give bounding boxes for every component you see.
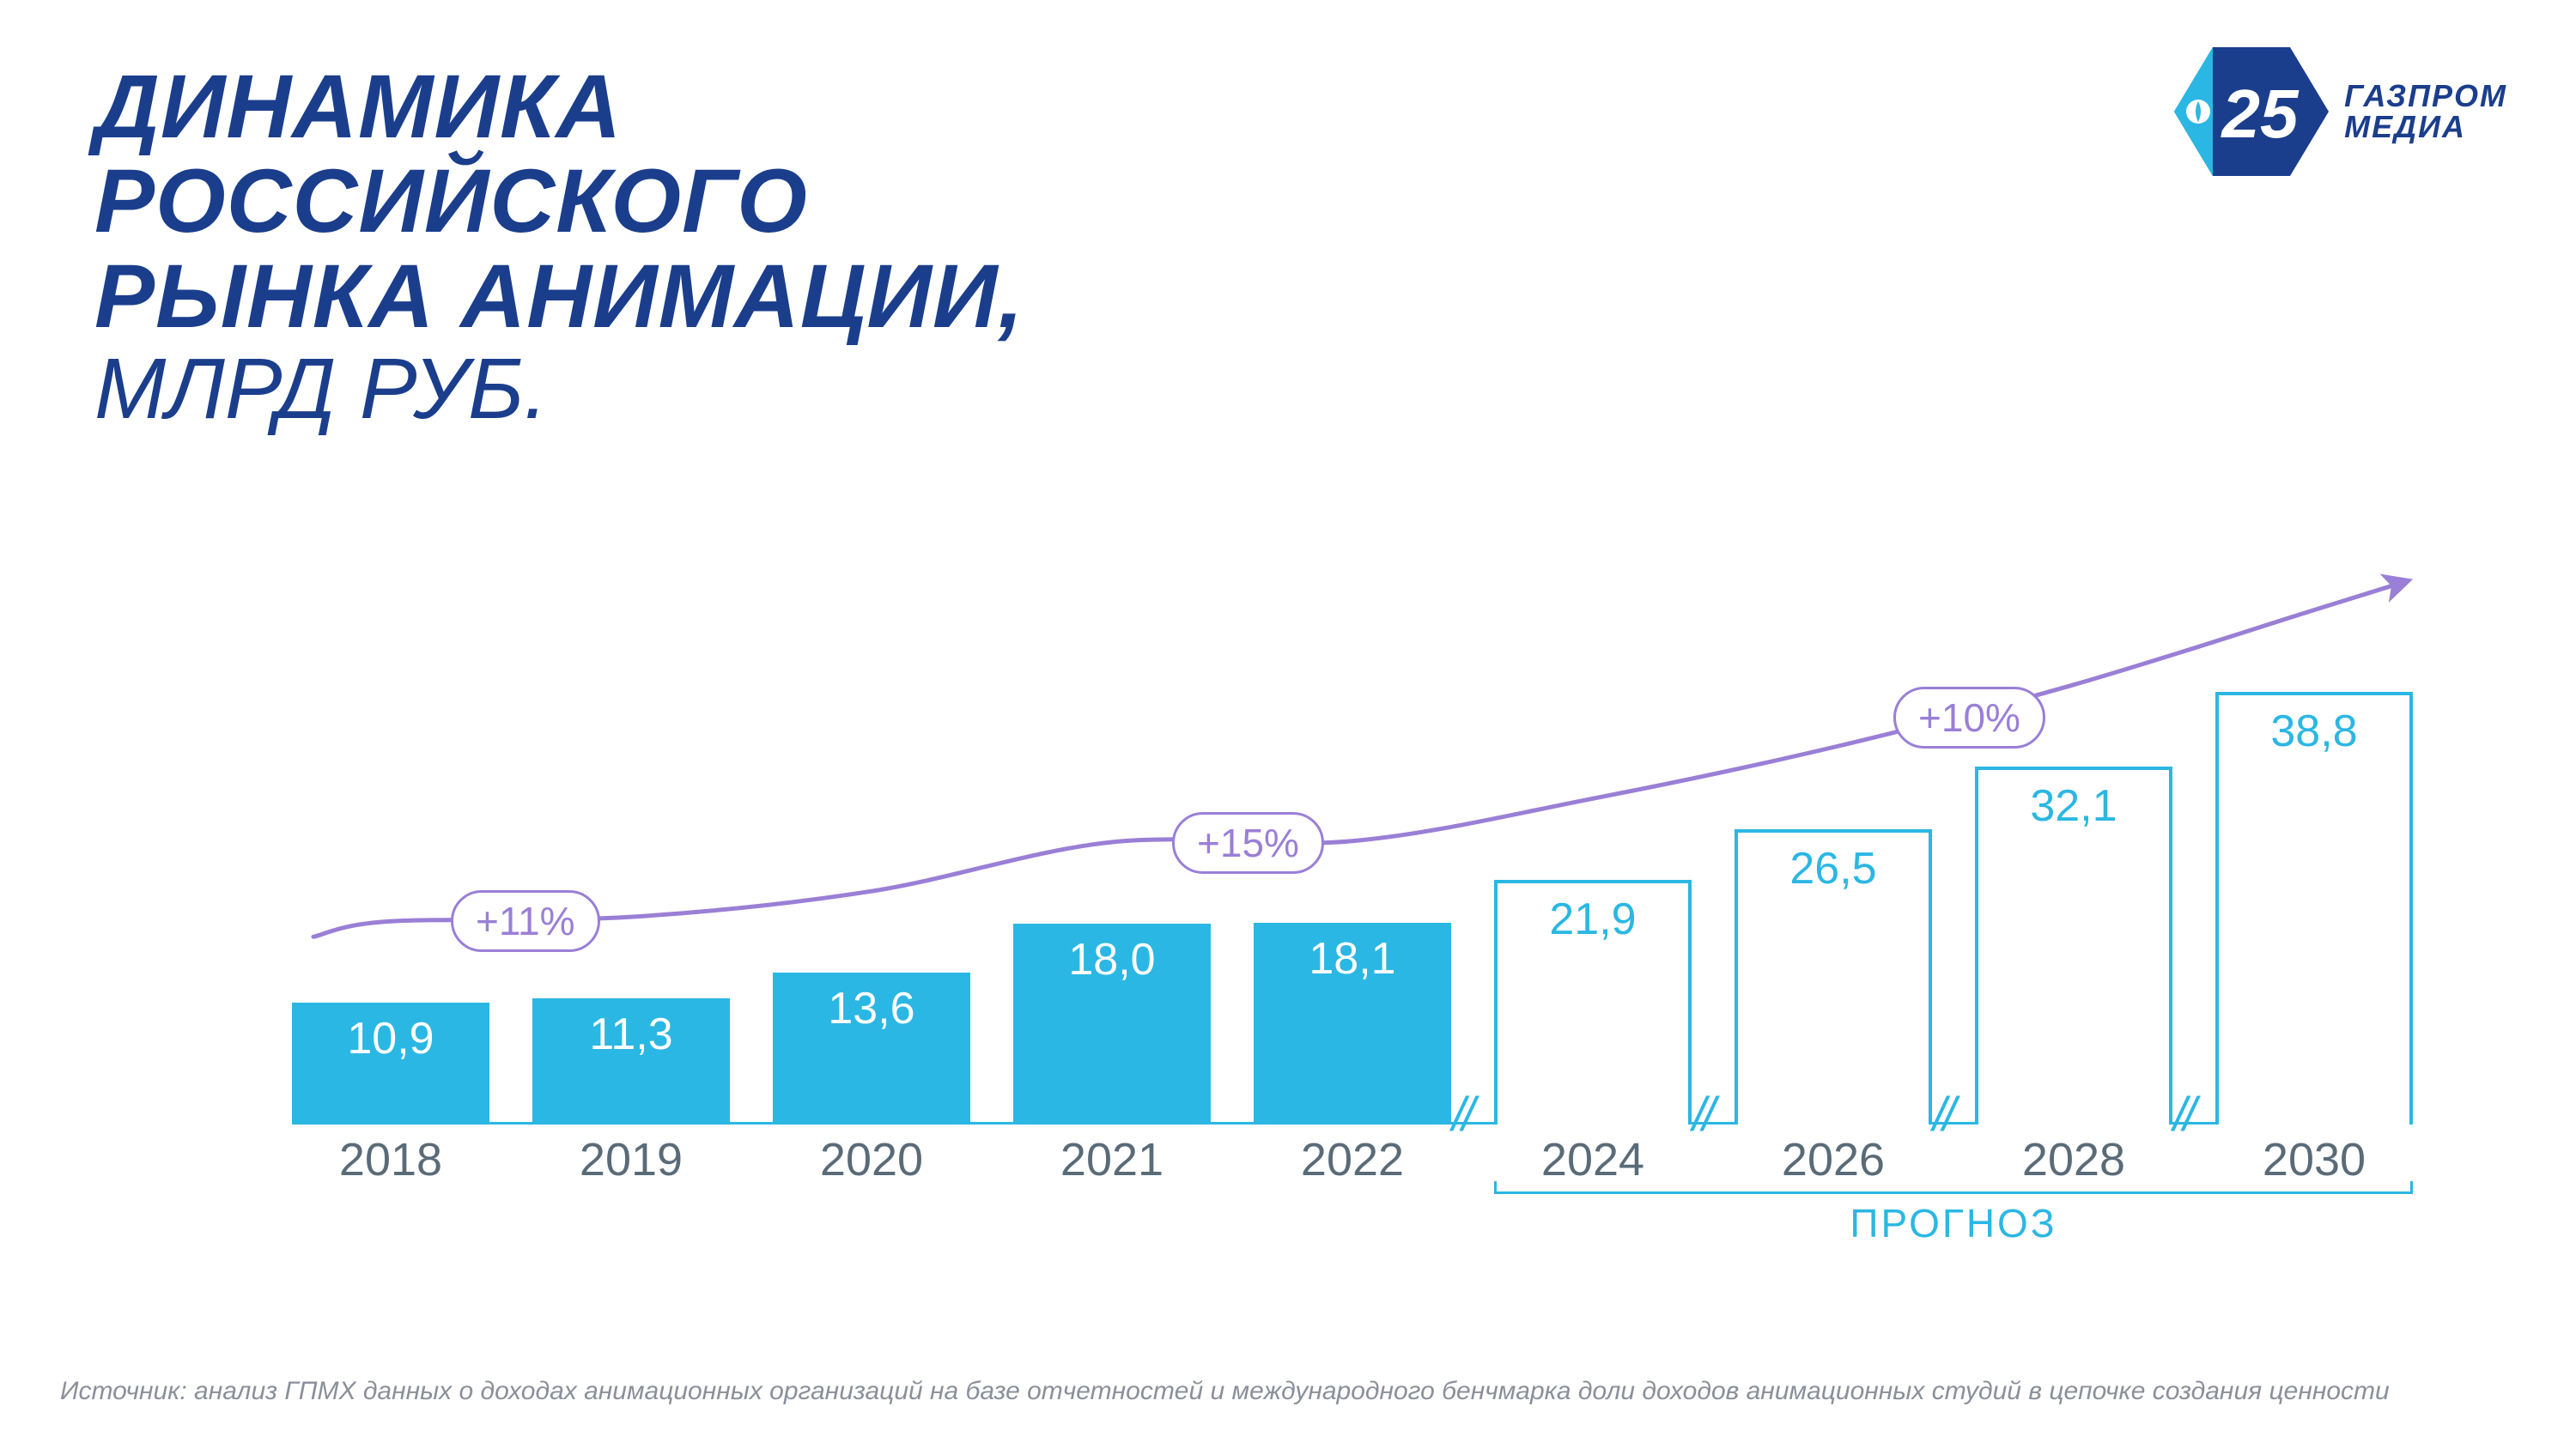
growth-badge: +15% [1172, 812, 1324, 874]
forecast-label: ПРОГНОЗ [1494, 1200, 2413, 1246]
source-footnote: Источник: анализ ГПМХ данных о доходах а… [60, 1377, 2390, 1406]
growth-badge: +10% [1893, 687, 2045, 749]
forecast-bracket-tick [2410, 1181, 2413, 1193]
title-line-2: РОССИЙСКОГО [94, 155, 1024, 249]
title-block: ДИНАМИКА РОССИЙСКОГО РЫНКА АНИМАЦИИ, МЛР… [94, 60, 1024, 434]
trend-line [249, 601, 2542, 1176]
subtitle-line: МЛРД РУБ. [94, 344, 1024, 434]
bar-chart: 10,9201811,3201913,6202018,0202118,12022… [292, 601, 2490, 1176]
slide-root: ДИНАМИКА РОССИЙСКОГО РЫНКА АНИМАЦИИ, МЛР… [0, 0, 2576, 1449]
logo-text-line2: МЕДИА [2344, 112, 2507, 142]
title-line-1: ДИНАМИКА [94, 60, 1024, 155]
forecast-bracket [1494, 1191, 2413, 1194]
logo-badge-number: 25 [2221, 76, 2300, 152]
title-line-3: РЫНКА АНИМАЦИИ, [94, 250, 1024, 344]
forecast-bracket-tick [1494, 1181, 1497, 1193]
logo-badge-icon: 25 [2174, 47, 2329, 176]
logo-text: ГАЗПРОМ МЕДИА [2344, 81, 2507, 142]
brand-logo: 25 ГАЗПРОМ МЕДИА [2174, 47, 2507, 176]
growth-badge: +11% [451, 890, 600, 952]
logo-text-line1: ГАЗПРОМ [2344, 81, 2507, 112]
